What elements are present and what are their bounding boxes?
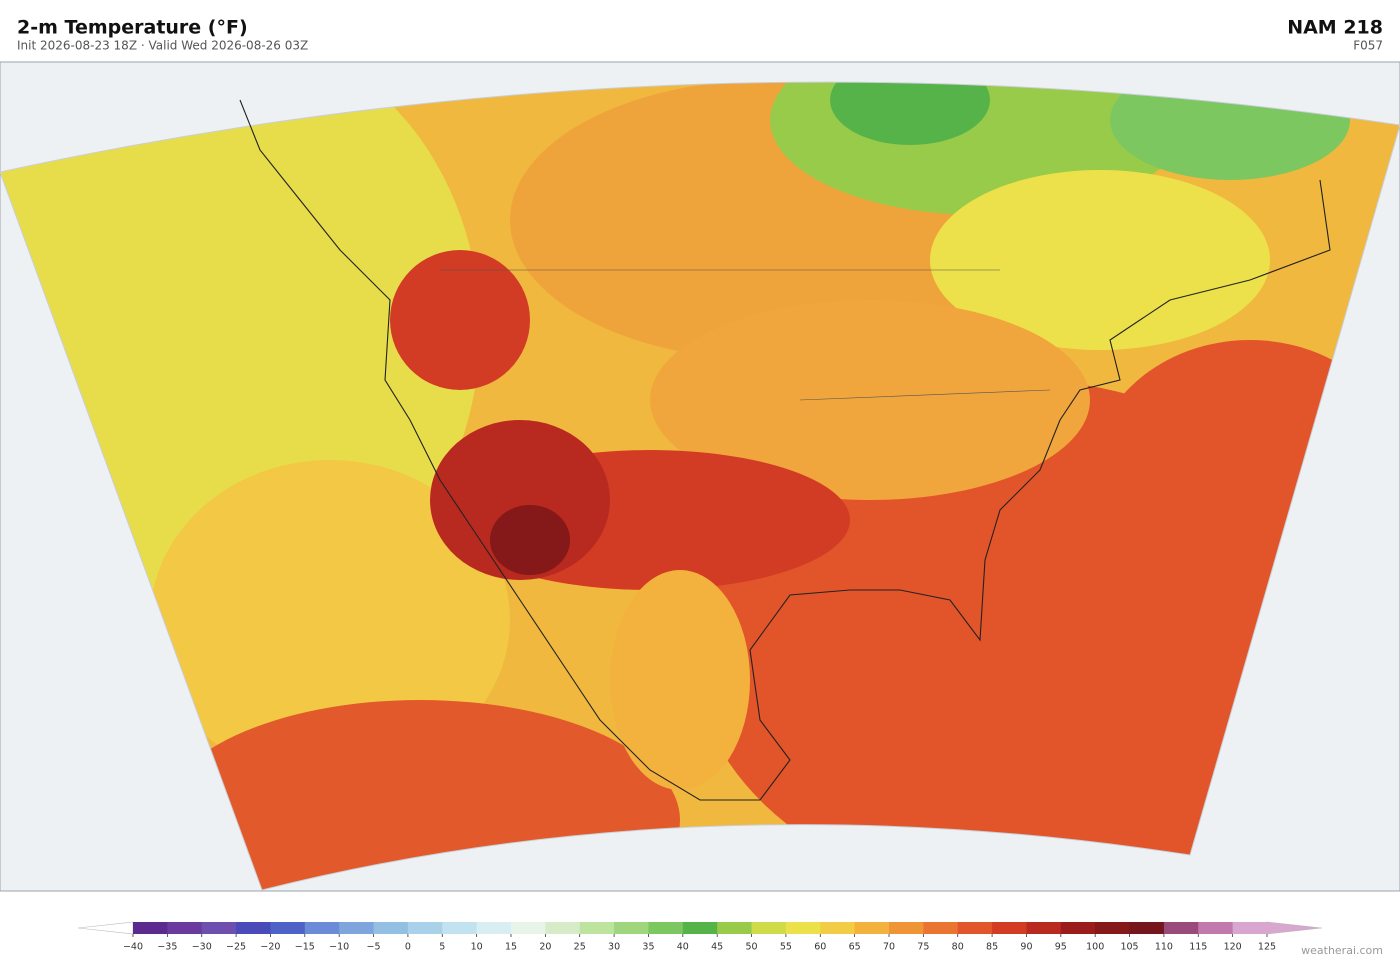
colorbar-tick-label: −30 — [192, 942, 212, 953]
colorbar-segment — [820, 922, 856, 934]
colorbar-tick-label: 25 — [574, 942, 586, 953]
colorbar-tick-label: 80 — [952, 942, 964, 953]
colorbar-segment — [442, 922, 478, 934]
colorbar-tick-label: 110 — [1155, 942, 1173, 953]
colorbar-tick-label: 85 — [986, 942, 998, 953]
colorbar-segment — [889, 922, 924, 934]
colorbar-tick-label: −25 — [226, 942, 246, 953]
colorbar-tick-label: 50 — [745, 942, 757, 953]
colorbar-segment — [545, 922, 581, 934]
colorbar-segment — [957, 922, 993, 934]
colorbar-segment — [1198, 922, 1234, 934]
colorbar-tick-label: 5 — [439, 942, 445, 953]
colorbar-tick-label: −15 — [295, 942, 315, 953]
colorbar-segment — [167, 922, 203, 934]
colorbar-segment — [236, 922, 271, 934]
colorbar-segment — [1026, 922, 1062, 934]
colorbar-tick-label: 15 — [505, 942, 517, 953]
subtitle: Init 2026-08-23 18Z · Valid Wed 2026-08-… — [17, 39, 308, 53]
colorbar-tick-label: −40 — [123, 942, 143, 953]
colorbar-segment — [785, 922, 821, 934]
colorbar-tick-label: 55 — [780, 942, 792, 953]
colorbar-tick-label: 115 — [1189, 942, 1207, 953]
colorbar-tick-label: 70 — [883, 942, 895, 953]
colorbar-tick-label: 65 — [849, 942, 861, 953]
colorbar-tick-label: −5 — [367, 942, 381, 953]
colorbar-segment — [270, 922, 306, 934]
colorbar-segment — [511, 922, 546, 934]
colorbar-segment — [923, 922, 959, 934]
colorbar-segment — [682, 922, 718, 934]
colorbar-segment — [476, 922, 512, 934]
colorbar-segment — [304, 922, 340, 934]
colorbar-segment — [854, 922, 890, 934]
forecast-hour: F057 — [1353, 39, 1383, 53]
colorbar-extend-high — [1266, 921, 1323, 935]
model-name: NAM 218 — [1287, 17, 1383, 39]
colorbar-tick-label: 45 — [711, 942, 723, 953]
colorbar-extend-low — [77, 921, 134, 935]
colorbar-segment — [1129, 922, 1165, 934]
colorbar-tick-label: 120 — [1224, 942, 1242, 953]
colorbar-tick-label: 10 — [471, 942, 483, 953]
colorbar-segment — [751, 922, 787, 934]
colorbar-segment — [373, 922, 409, 934]
credit: weatherai.com — [1301, 944, 1383, 957]
title: 2-m Temperature (°F) — [17, 17, 248, 39]
colorbar-tick-label: 30 — [608, 942, 620, 953]
colorbar-tick-label: 100 — [1086, 942, 1104, 953]
colorbar-tick-label: −10 — [329, 942, 349, 953]
colorbar-tick-label: 20 — [539, 942, 551, 953]
colorbar-tick-label: 75 — [917, 942, 929, 953]
colorbar-segment — [579, 922, 615, 934]
colorbar: −40 −35 −30 −25 −20 −15 −10 −5 0 5 10 15 20 25 30 35 40 4… — [77, 921, 1323, 953]
colorbar-segment — [407, 922, 443, 934]
colorbar-segment — [1095, 922, 1131, 934]
colorbar-segment — [1163, 922, 1199, 934]
map — [0, 61, 1400, 892]
colorbar-tick-label: 125 — [1258, 942, 1276, 953]
colorbar-segment — [648, 922, 684, 934]
colorbar-tick-label: 35 — [642, 942, 654, 953]
colorbar-tick-label: 40 — [677, 942, 689, 953]
colorbar-segment — [717, 922, 753, 934]
colorbar-segment — [992, 922, 1027, 934]
colorbar-tick-label: 60 — [814, 942, 826, 953]
colorbar-tick-label: 105 — [1120, 942, 1138, 953]
colorbar-segment — [339, 922, 375, 934]
colorbar-segment — [1060, 922, 1096, 934]
colorbar-segment — [133, 922, 168, 934]
temperature-field — [0, 82, 1400, 890]
colorbar-tick-label: 90 — [1020, 942, 1032, 953]
colorbar-tick-label: −35 — [157, 942, 177, 953]
colorbar-tick-label: 95 — [1055, 942, 1067, 953]
colorbar-segment — [614, 922, 649, 934]
colorbar-tick-label: 0 — [405, 942, 411, 953]
colorbar-segment — [1232, 922, 1268, 934]
colorbar-tick-label: −20 — [260, 942, 280, 953]
colorbar-segment — [201, 922, 237, 934]
